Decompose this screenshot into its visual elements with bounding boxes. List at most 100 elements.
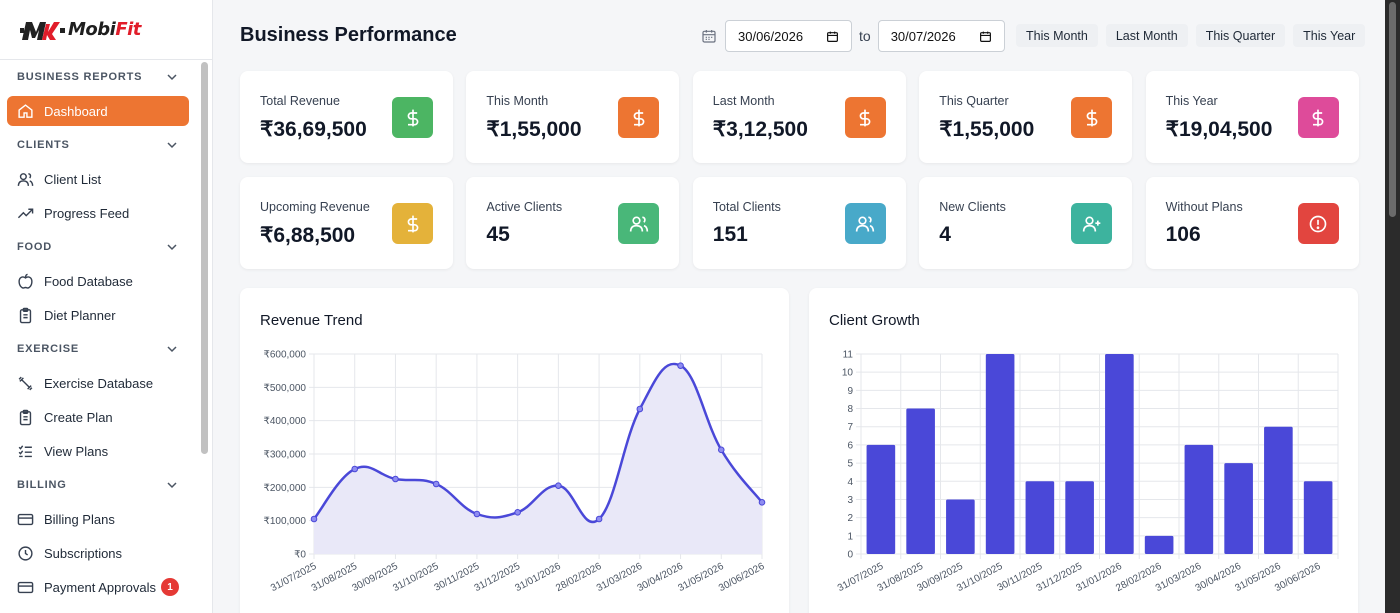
stat-icon-badge	[1297, 203, 1339, 244]
revenue-data-point[interactable]	[758, 499, 766, 506]
y-tick-label: 7	[847, 422, 853, 433]
chevron-down-icon	[167, 244, 177, 251]
section-label: EXERCISE	[17, 343, 80, 355]
stat-label: Upcoming Revenue	[260, 200, 370, 214]
home-icon	[18, 103, 33, 118]
revenue-data-point[interactable]	[717, 446, 725, 454]
sidebar-item-label: Client List	[44, 171, 102, 187]
y-tick-label: 5	[847, 459, 853, 470]
stat-label: New Clients	[939, 200, 1006, 214]
y-tick-label: 10	[842, 368, 854, 379]
sidebar-item-label: Payment Approvals	[44, 579, 157, 595]
revenue-area-fill	[314, 363, 762, 554]
dumbbell-icon	[18, 376, 33, 390]
stat-card: Total Clients 151	[692, 177, 906, 269]
section-clients[interactable]: CLIENTS	[0, 128, 199, 162]
sidebar-scrollbar[interactable]	[201, 62, 208, 454]
section-business-reports[interactable]: BUSINESS REPORTS	[0, 60, 199, 94]
client-growth-bar[interactable]	[985, 354, 1015, 554]
users-icon	[856, 216, 875, 232]
client-growth-bar[interactable]	[1264, 426, 1293, 554]
y-tick-label: ₹600,000	[263, 350, 306, 361]
sidebar-item-exercise-database[interactable]: Exercise Database	[0, 366, 199, 400]
y-tick-label: 8	[847, 404, 853, 415]
x-tick-label: 30/06/2026	[1273, 561, 1323, 594]
client-growth-bar[interactable]	[1184, 444, 1214, 554]
chart-title: Revenue Trend	[260, 312, 363, 329]
revenue-data-point[interactable]	[595, 515, 603, 523]
clock-icon	[18, 545, 33, 561]
stat-card: Upcoming Revenue ₹6,88,500	[240, 177, 453, 269]
dollar-icon	[1086, 109, 1098, 126]
sidebar-item-diet-planner[interactable]: Diet Planner	[0, 298, 199, 332]
sidebar-item-progress-feed[interactable]: Progress Feed	[0, 196, 199, 230]
sidebar-item-create-plan[interactable]: Create Plan	[0, 400, 199, 434]
client-growth-bar[interactable]	[1025, 481, 1055, 554]
section-label: FOOD	[17, 241, 52, 253]
stat-label: This Quarter	[939, 94, 1009, 108]
revenue-data-point[interactable]	[555, 482, 562, 489]
section-exercise[interactable]: EXERCISE	[0, 332, 199, 366]
chevron-down-icon	[167, 74, 177, 81]
client-growth-bar[interactable]	[1105, 354, 1134, 554]
page-scrollbar[interactable]	[1385, 0, 1400, 613]
client-growth-bar[interactable]	[1224, 463, 1253, 554]
calendar-picker-icon[interactable]	[826, 30, 839, 43]
section-billing[interactable]: BILLING	[0, 468, 199, 502]
y-tick-label: ₹0	[294, 550, 306, 561]
sidebar-item-label: Progress Feed	[44, 205, 130, 221]
stat-card: Without Plans 106	[1145, 177, 1359, 269]
y-tick-label: 9	[847, 386, 853, 397]
preset-this-year-button[interactable]: This Year	[1293, 24, 1366, 47]
sidebar-item-subscriptions[interactable]: Subscriptions	[0, 536, 199, 570]
client-growth-bar[interactable]	[1303, 481, 1333, 554]
sidebar-item-billing-plans[interactable]: Billing Plans	[0, 502, 199, 536]
sidebar-item-view-plans[interactable]: View Plans	[0, 434, 199, 468]
brand-logo[interactable]: MobiFit	[20, 16, 141, 44]
client-growth-card: Client Growth 0 1 2 3 4 5 6 7 8 9 10 11 31/07/2025 31…	[809, 288, 1358, 613]
sidebar-item-dashboard[interactable]: Dashboard	[7, 96, 189, 126]
stat-card: This Quarter ₹1,55,000	[919, 71, 1133, 163]
revenue-data-point[interactable]	[310, 515, 318, 523]
client-growth-bar[interactable]	[946, 499, 975, 554]
card-icon	[17, 581, 34, 593]
client-growth-bar[interactable]	[866, 444, 896, 554]
section-food[interactable]: FOOD	[0, 230, 199, 264]
y-tick-label: 4	[847, 477, 853, 488]
dollar-icon	[407, 215, 418, 232]
logo-mark-icon	[20, 21, 65, 40]
stat-icon-badge	[392, 97, 433, 138]
sidebar-item-label: View Plans	[44, 443, 109, 459]
date-from-input[interactable]: 30/06/2026	[725, 20, 852, 52]
page-scrollbar-thumb[interactable]	[1389, 2, 1396, 217]
preset-this-month-button[interactable]: This Month	[1016, 24, 1098, 47]
sidebar-item-label: Dashboard	[44, 103, 108, 119]
date-to-value: 30/07/2026	[890, 28, 956, 44]
revenue-data-point[interactable]	[432, 480, 440, 488]
sidebar-item-payment-approvals[interactable]: Payment Approvals 1	[0, 570, 199, 604]
client-growth-bar[interactable]	[1065, 481, 1094, 554]
stat-label: This Month	[486, 94, 549, 108]
revenue-data-point[interactable]	[351, 465, 359, 473]
calendar-picker-icon[interactable]	[979, 30, 992, 43]
users-icon	[17, 172, 34, 186]
stat-label: Last Month	[712, 94, 775, 108]
sidebar-item-client-list[interactable]: Client List	[0, 162, 199, 196]
preset-this-quarter-button[interactable]: This Quarter	[1195, 24, 1286, 47]
x-tick-label: 30/06/2026	[717, 561, 767, 594]
date-to-input[interactable]: 30/07/2026	[877, 20, 1005, 52]
y-tick-label: ₹500,000	[263, 383, 306, 394]
sidebar-item-food-database[interactable]: Food Database	[0, 264, 199, 298]
x-tick-label: 31/10/2025	[391, 561, 441, 594]
client-growth-bar[interactable]	[1144, 535, 1174, 554]
y-tick-label: 0	[847, 550, 853, 561]
revenue-data-point[interactable]	[392, 475, 399, 483]
revenue-data-point[interactable]	[473, 510, 481, 518]
revenue-data-point[interactable]	[514, 509, 521, 516]
date-range: 30/06/2026 to 30/07/2026	[701, 20, 1005, 52]
revenue-data-point[interactable]	[636, 405, 644, 413]
preset-last-month-button[interactable]: Last Month	[1105, 24, 1188, 47]
client-growth-bar[interactable]	[906, 408, 935, 554]
notification-badge: 1	[161, 578, 179, 596]
revenue-data-point[interactable]	[677, 362, 684, 369]
